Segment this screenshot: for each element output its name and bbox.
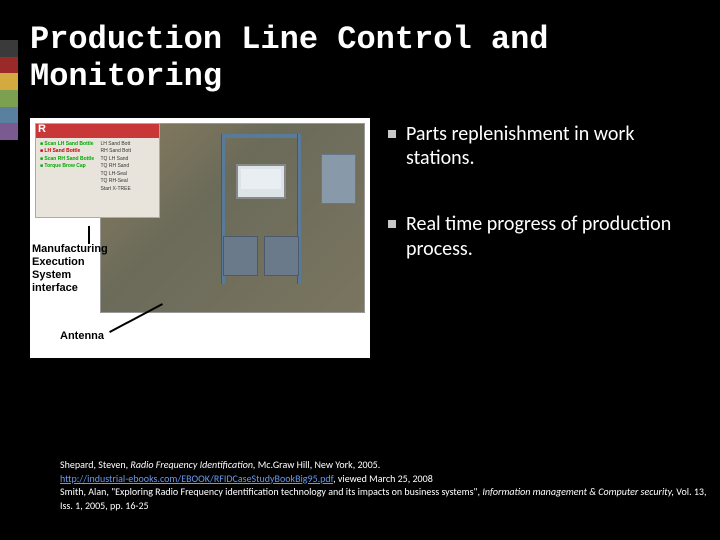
reference-link[interactable]: http://industrial-ebooks.com/EBOOK/RFIDC… (60, 472, 333, 485)
bullet-text: Parts replenishment in work stations. (406, 122, 692, 171)
bullet-item: Real time progress of production process… (388, 212, 692, 261)
bullet-text: Real time progress of production process… (406, 212, 692, 261)
callout-antenna: Antenna (60, 330, 104, 342)
accent-bar (0, 40, 18, 140)
slide-title: Production Line Control and Monitoring (30, 0, 710, 106)
bullet-list: Parts replenishment in work stations. Re… (388, 118, 692, 358)
bullet-item: Parts replenishment in work stations. (388, 122, 692, 171)
mes-interface-panel: ■ Scan LH Sand Bottle ■ LH Sand Bottle ■… (35, 123, 160, 218)
bullet-marker-icon (388, 130, 396, 138)
figure-production-line: ■ Scan LH Sand Bottle ■ LH Sand Bottle ■… (30, 118, 370, 358)
callout-mes: Manufacturing Execution System interface (32, 243, 108, 296)
references: Shepard, Steven, Radio Frequency Identif… (60, 458, 720, 512)
bullet-marker-icon (388, 220, 396, 228)
